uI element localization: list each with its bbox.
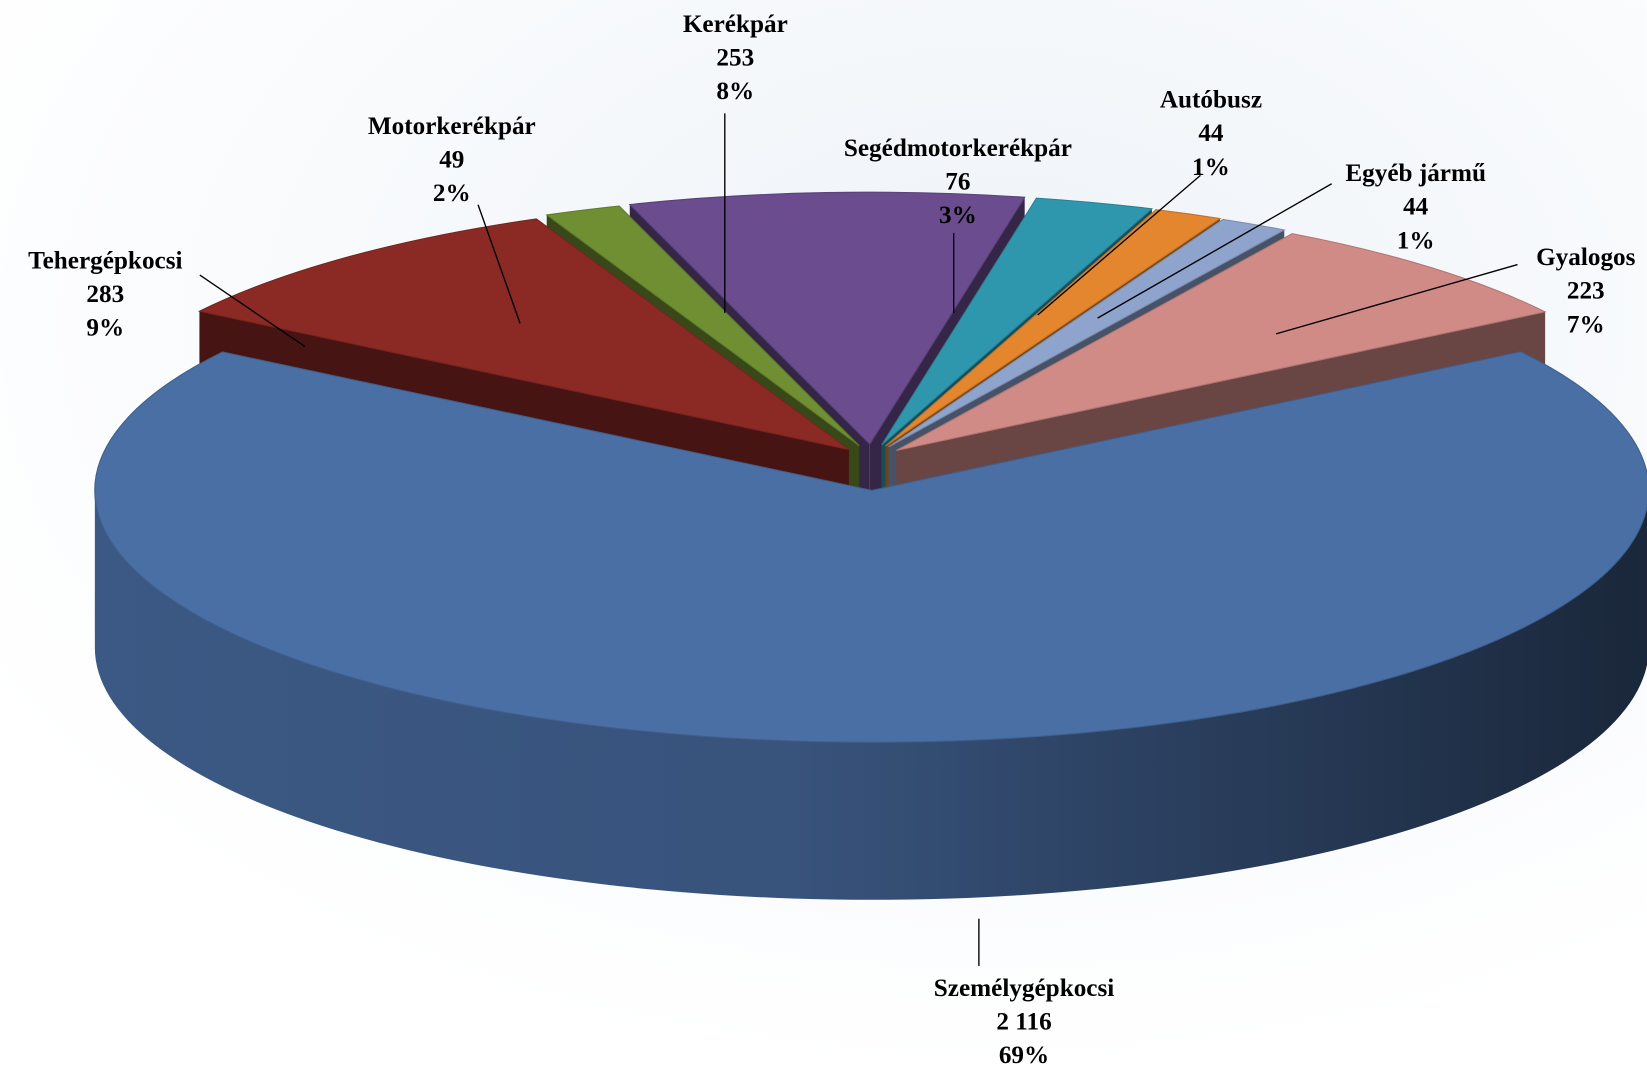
value-label: 223: [1567, 278, 1605, 305]
pie: [94, 191, 1647, 900]
slice-label: Tehergépkocsi: [28, 247, 182, 274]
slice: [888, 218, 1286, 448]
slice-label: Autóbusz: [1160, 87, 1262, 114]
percent-label: 3%: [939, 202, 977, 229]
leader-line: [1037, 174, 1201, 316]
slice-label: Személygépkocsi: [934, 975, 1114, 1002]
value-label: 2 116: [996, 1008, 1051, 1035]
leader-line: [1275, 263, 1518, 335]
percent-label: 7%: [1567, 311, 1605, 338]
slice-label: Gyalogos: [1536, 244, 1636, 271]
leader-line: [1097, 183, 1333, 319]
leader-line: [199, 274, 306, 348]
slice: [94, 351, 1647, 743]
slice-label: Motorkerékpár: [368, 113, 536, 140]
value-label: 44: [1403, 194, 1429, 221]
percent-label: 2%: [433, 180, 471, 207]
labels: Segédmotorkerékpár 76 3% Autóbusz 44 1% Egyéb …: [28, 11, 1636, 1069]
percent-label: 9%: [86, 314, 124, 341]
value-label: 49: [439, 146, 464, 173]
slice-label: Egyéb jármű: [1345, 160, 1486, 187]
slice-label: Segédmotorkerékpár: [844, 135, 1072, 162]
percent-label: 8%: [716, 78, 754, 105]
slice: [628, 191, 1026, 446]
percent-label: 1%: [1397, 227, 1435, 254]
slice: [545, 205, 860, 447]
slice-side: [94, 490, 1647, 900]
leader-line: [477, 204, 521, 324]
slice: [881, 197, 1154, 446]
value-label: 44: [1198, 120, 1224, 147]
percent-label: 1%: [1192, 154, 1230, 181]
slice: [885, 209, 1222, 447]
value-label: 76: [945, 169, 970, 196]
slice: [896, 233, 1547, 452]
percent-label: 69%: [999, 1042, 1049, 1069]
value-label: 253: [716, 45, 754, 72]
slice: [197, 218, 850, 451]
slice-label: Kerékpár: [683, 11, 788, 38]
value-label: 283: [86, 281, 124, 308]
